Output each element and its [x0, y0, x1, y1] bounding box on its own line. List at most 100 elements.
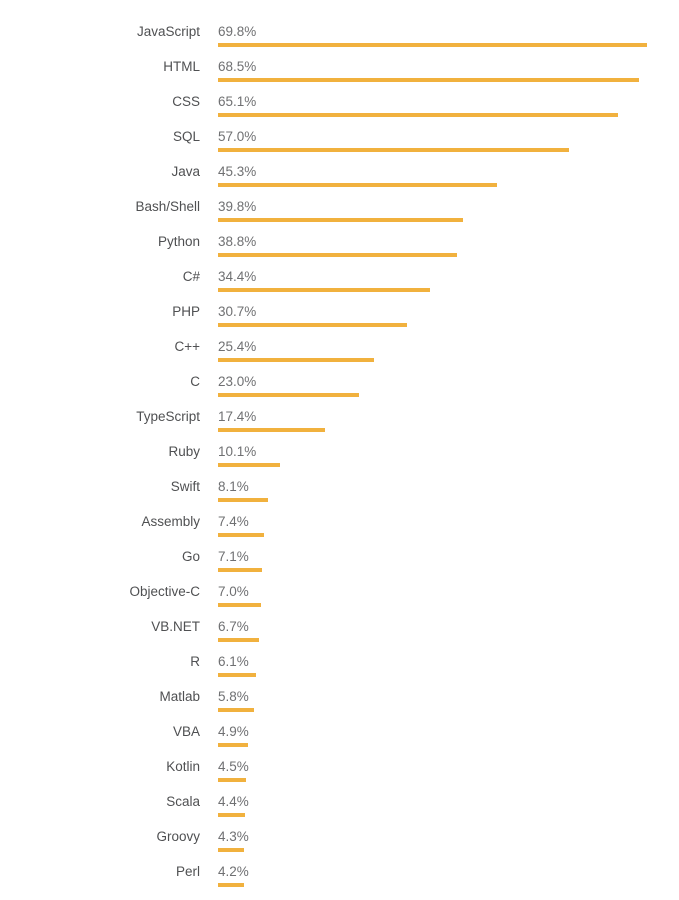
percent-value: 4.4% [218, 794, 249, 809]
bar-cell: 7.1% [200, 548, 679, 572]
language-label: C [190, 374, 200, 389]
language-label: Objective-C [129, 584, 200, 599]
bar [218, 743, 249, 747]
percent-value: 45.3% [218, 164, 257, 179]
chart-row: Go 7.1% [0, 548, 679, 583]
bar-cell: 4.9% [200, 723, 679, 747]
bar [218, 673, 256, 677]
percent-value: 5.8% [218, 689, 249, 704]
bar [218, 113, 619, 117]
bar-cell: 23.0% [200, 373, 679, 397]
chart-row: VB.NET 6.7% [0, 618, 679, 653]
language-label: PHP [172, 304, 200, 319]
bar-cell: 4.5% [200, 758, 679, 782]
bar [218, 603, 262, 607]
bar [218, 323, 407, 327]
language-label: Python [157, 234, 200, 249]
bar [218, 708, 254, 712]
percent-value: 8.1% [218, 479, 249, 494]
bar-cell: 65.1% [200, 93, 679, 117]
chart-row: Python 38.8% [0, 233, 679, 268]
bar-cell: 38.8% [200, 233, 679, 257]
percent-value: 4.2% [218, 864, 249, 879]
percent-value: 34.4% [218, 269, 257, 284]
chart-row: JavaScript 69.8% [0, 23, 679, 58]
bar-cell: 4.2% [200, 863, 679, 887]
bar-cell: 57.0% [200, 128, 679, 152]
language-label: HTML [163, 59, 200, 74]
percent-value: 4.9% [218, 724, 249, 739]
language-label: SQL [172, 129, 200, 144]
bar-cell: 4.4% [200, 793, 679, 817]
language-label: Kotlin [166, 759, 200, 774]
language-label: C# [182, 269, 200, 284]
bar-cell: 25.4% [200, 338, 679, 362]
chart-row: Java 45.3% [0, 163, 679, 198]
bar-cell: 7.4% [200, 513, 679, 537]
percent-value: 7.1% [218, 549, 249, 564]
bar [218, 393, 360, 397]
language-label: R [190, 654, 200, 669]
bar-cell: 45.3% [200, 163, 679, 187]
language-label: Swift [170, 479, 200, 494]
language-label: Matlab [159, 689, 200, 704]
language-label: VB.NET [151, 619, 200, 634]
percent-value: 57.0% [218, 129, 257, 144]
language-label: Java [171, 164, 200, 179]
percent-value: 65.1% [218, 94, 257, 109]
chart-row: Kotlin 4.5% [0, 758, 679, 793]
percent-value: 6.1% [218, 654, 249, 669]
language-label: VBA [172, 724, 200, 739]
language-label: Scala [166, 794, 200, 809]
language-label: Ruby [168, 444, 200, 459]
language-label: JavaScript [136, 24, 200, 39]
language-label: Perl [175, 864, 200, 879]
bar [218, 638, 260, 642]
bar [218, 253, 457, 257]
chart-row: VBA 4.9% [0, 723, 679, 758]
chart-row: C# 34.4% [0, 268, 679, 303]
percent-value: 39.8% [218, 199, 257, 214]
chart-row: Objective-C 7.0% [0, 583, 679, 618]
chart-row: C 23.0% [0, 373, 679, 408]
language-label: Assembly [141, 514, 200, 529]
percent-value: 30.7% [218, 304, 257, 319]
bar-cell: 17.4% [200, 408, 679, 432]
bar [218, 498, 268, 502]
bar-cell: 8.1% [200, 478, 679, 502]
bar-cell: 69.8% [200, 23, 679, 47]
chart-row: TypeScript 17.4% [0, 408, 679, 443]
bar [218, 568, 262, 572]
language-label: CSS [172, 94, 200, 109]
percent-value: 6.7% [218, 619, 249, 634]
chart-row: Assembly 7.4% [0, 513, 679, 548]
language-label: C++ [174, 339, 200, 354]
bar-cell: 39.8% [200, 198, 679, 222]
chart-row: C++ 25.4% [0, 338, 679, 373]
percent-value: 7.4% [218, 514, 249, 529]
bar-cell: 6.7% [200, 618, 679, 642]
percent-value: 17.4% [218, 409, 257, 424]
percent-value: 38.8% [218, 234, 257, 249]
percent-value: 7.0% [218, 584, 249, 599]
bar [218, 848, 245, 852]
chart-row: R 6.1% [0, 653, 679, 688]
chart-row: HTML 68.5% [0, 58, 679, 93]
chart-row: Matlab 5.8% [0, 688, 679, 723]
percent-value: 69.8% [218, 24, 257, 39]
bar [218, 218, 463, 222]
language-label: TypeScript [136, 409, 200, 424]
language-label: Groovy [156, 829, 200, 844]
chart-row: PHP 30.7% [0, 303, 679, 338]
bar [218, 883, 244, 887]
bar-cell: 7.0% [200, 583, 679, 607]
chart-row: Swift 8.1% [0, 478, 679, 513]
chart-row: Scala 4.4% [0, 793, 679, 828]
bar [218, 428, 325, 432]
percent-value: 23.0% [218, 374, 257, 389]
percent-value: 68.5% [218, 59, 257, 74]
chart-row: Perl 4.2% [0, 863, 679, 898]
bar-cell: 68.5% [200, 58, 679, 82]
percent-value: 25.4% [218, 339, 257, 354]
